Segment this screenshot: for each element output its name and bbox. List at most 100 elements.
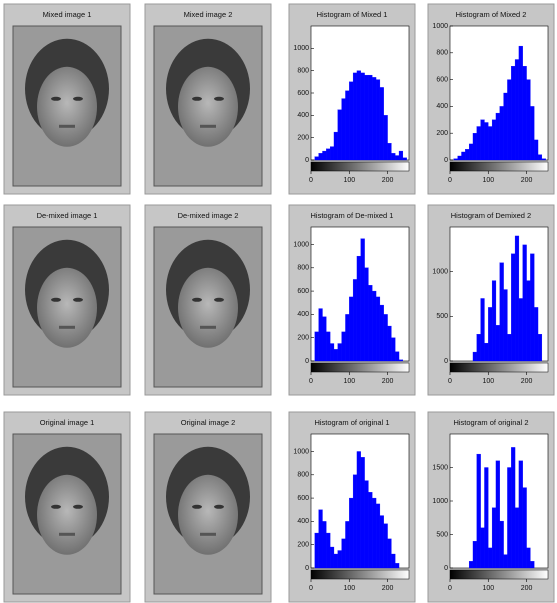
bar [492, 281, 496, 361]
x-tick-label: 200 [521, 585, 533, 592]
mouth [200, 326, 216, 329]
bar [330, 547, 334, 568]
x-tick-label: 0 [309, 585, 313, 592]
chart-title: Histogram of Mixed 2 [456, 10, 527, 19]
bar [391, 338, 395, 361]
mouth [59, 533, 75, 536]
y-tick-label: 1000 [293, 241, 309, 248]
bar [530, 106, 534, 160]
bar [315, 157, 319, 160]
bar [376, 80, 380, 160]
eye [214, 97, 224, 101]
bar [481, 528, 485, 568]
chart-title: Histogram of De-mixed 1 [311, 211, 394, 220]
bar [319, 309, 323, 361]
x-tick-label: 100 [343, 585, 355, 592]
bar [388, 326, 392, 361]
y-tick-label: 200 [297, 135, 309, 142]
x-tick-label: 100 [343, 177, 355, 184]
bar [380, 87, 384, 160]
bar [357, 256, 361, 361]
image-title: Mixed image 1 [43, 10, 92, 19]
eye [51, 97, 61, 101]
mouth [200, 125, 216, 128]
bar [372, 291, 376, 361]
bar [504, 290, 508, 361]
eye [192, 298, 202, 302]
bar [500, 106, 504, 160]
y-tick-label: 0 [444, 565, 448, 572]
bar [511, 447, 515, 568]
bar [488, 548, 492, 568]
image-title: Original image 1 [40, 418, 95, 427]
bar [461, 152, 465, 160]
face [178, 268, 238, 348]
bar [481, 298, 485, 361]
eye [73, 505, 83, 509]
bar [511, 66, 515, 160]
eye [214, 298, 224, 302]
bar [530, 561, 534, 568]
y-tick-label: 0 [305, 358, 309, 365]
colorbar [450, 570, 548, 579]
bar [507, 468, 511, 569]
bar [527, 281, 531, 361]
bar [361, 457, 365, 568]
bar [507, 80, 511, 160]
bar [519, 46, 523, 160]
bar [530, 254, 534, 361]
y-tick-label: 1500 [432, 464, 448, 471]
x-tick-label: 200 [382, 585, 394, 592]
bar [349, 82, 353, 160]
bar [353, 73, 357, 160]
bar [538, 334, 542, 361]
x-tick-label: 0 [448, 378, 452, 385]
bar [403, 158, 407, 160]
bar [349, 297, 353, 361]
bar [388, 539, 392, 568]
mouth [59, 125, 75, 128]
bar [365, 268, 369, 361]
bar [353, 279, 357, 361]
bar [322, 317, 326, 361]
y-tick-label: 1000 [432, 269, 448, 276]
bar [345, 91, 349, 160]
bar [376, 504, 380, 568]
eye [73, 298, 83, 302]
y-tick-label: 600 [297, 90, 309, 97]
bar [527, 548, 531, 568]
y-tick-label: 800 [436, 50, 448, 57]
y-tick-label: 1000 [432, 23, 448, 30]
eye [73, 97, 83, 101]
bar [345, 314, 349, 361]
bar [399, 360, 403, 361]
bar [319, 153, 323, 160]
bar [319, 510, 323, 568]
bar [330, 344, 334, 361]
bar [322, 151, 326, 160]
mouth [59, 326, 75, 329]
bar [500, 521, 504, 568]
bar [395, 156, 399, 160]
bar [365, 481, 369, 568]
bar [519, 298, 523, 361]
bar [349, 498, 353, 568]
bar [473, 133, 477, 160]
bar [523, 66, 527, 160]
bar [322, 521, 326, 568]
bar [368, 492, 372, 568]
bar [515, 508, 519, 568]
bar [465, 149, 469, 160]
bar [334, 132, 338, 160]
bar [492, 508, 496, 568]
y-tick-label: 800 [297, 472, 309, 479]
face [37, 268, 97, 348]
bar [330, 147, 334, 160]
bar [511, 254, 515, 361]
image-title: Mixed image 2 [184, 10, 233, 19]
bar [391, 153, 395, 160]
x-tick-label: 100 [482, 585, 494, 592]
y-tick-label: 200 [297, 542, 309, 549]
face [178, 67, 238, 147]
bar [361, 73, 365, 160]
